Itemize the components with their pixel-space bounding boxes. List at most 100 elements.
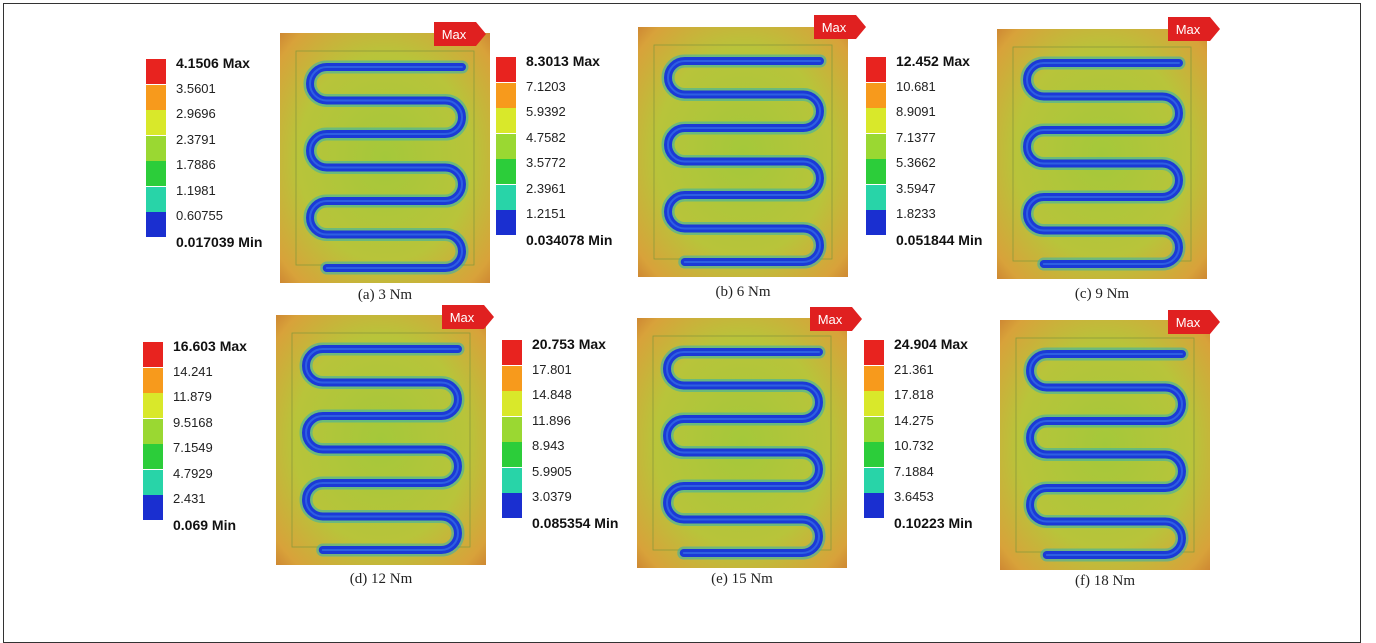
legend-level-label: 2.9696 — [176, 106, 216, 121]
max-tag-label: Max — [1176, 315, 1201, 330]
channel-core — [309, 66, 463, 269]
legend-swatch — [864, 391, 884, 416]
legend-level-label: 3.6453 — [894, 489, 934, 504]
legend-max-label: 20.753 Max — [532, 336, 606, 352]
legend-max-label: 12.452 Max — [896, 53, 970, 69]
legend-swatch — [143, 393, 163, 418]
legend-level-label: 14.275 — [894, 412, 934, 428]
legend-swatch — [496, 108, 516, 133]
legend-min-label: 0.085354 Min — [532, 514, 619, 531]
legend-level-label: 7.1549 — [173, 440, 213, 455]
legend-level-label: 3.5772 — [526, 155, 566, 170]
legend-level-label: 5.3662 — [896, 155, 936, 170]
channel-core — [666, 351, 820, 554]
legend-swatch — [146, 161, 166, 186]
legend-swatch — [864, 493, 884, 518]
legend-swatch — [496, 82, 516, 108]
max-tag-shape — [814, 15, 866, 39]
legend-level-label: 14.848 — [532, 387, 572, 402]
panel-caption: (c) 9 Nm — [1074, 286, 1130, 302]
legend-min-label: 0.034078 Min — [526, 231, 613, 248]
legend-level-label: 1.7886 — [176, 157, 216, 172]
legend-swatch — [143, 444, 163, 469]
legend-swatch — [146, 59, 166, 84]
legend-level-label: 8.943 — [532, 438, 565, 453]
legend-level-label: 4.7929 — [173, 465, 213, 481]
legend-swatch — [143, 367, 163, 393]
legend-swatch — [496, 184, 516, 210]
legend-swatch — [146, 135, 166, 161]
stress-contour-plate — [637, 318, 847, 568]
legend-level-label: 2.3961 — [526, 180, 566, 196]
legend-min-label: 0.069 Min — [173, 516, 237, 533]
max-tag-shape — [434, 22, 486, 46]
legend-max-label: 4.1506 Max — [176, 55, 250, 71]
legend-min-label: 0.10223 Min — [894, 514, 973, 531]
legend-level-label: 21.361 — [894, 361, 934, 377]
legend-level-label: 9.5168 — [173, 414, 213, 430]
max-tag-label: Max — [818, 312, 843, 327]
max-marker-tag: Max — [442, 305, 494, 329]
legend-max-label: 8.3013 Max — [526, 53, 600, 69]
legend-level-label: 4.7582 — [526, 129, 566, 145]
legend-max-label: 16.603 Max — [173, 338, 247, 354]
legend-swatch — [866, 57, 886, 82]
legend-swatch — [143, 495, 163, 520]
legend-swatch — [864, 340, 884, 365]
channel-core — [305, 348, 459, 551]
legend-swatch — [502, 340, 522, 365]
max-marker-tag: Max — [434, 22, 486, 46]
legend-level-label: 7.1377 — [896, 129, 936, 145]
legend-level-label: 1.8233 — [896, 206, 936, 221]
legend-level-label: 3.5947 — [896, 180, 936, 196]
legend-swatch — [864, 365, 884, 391]
legend-level-label: 3.0379 — [532, 489, 572, 504]
stress-contour-plate — [997, 29, 1207, 279]
legend-level-label: 2.431 — [173, 491, 206, 506]
color-scale-legend: 8.3013 Max 7.1203 5.9392 4.7582 3.5772 2.3961… — [496, 53, 636, 255]
legend-swatch — [866, 82, 886, 108]
legend-swatch — [866, 133, 886, 159]
color-scale-legend: 24.904 Max 21.361 17.818 14.275 10.732 7.1884… — [864, 336, 1004, 538]
legend-swatch — [496, 210, 516, 235]
legend-level-label: 10.681 — [896, 78, 936, 94]
legend-max-label: 24.904 Max — [894, 336, 968, 352]
legend-level-label: 7.1203 — [526, 78, 566, 94]
legend-swatch — [146, 110, 166, 135]
stress-contour-plate — [638, 27, 848, 277]
legend-swatch — [143, 469, 163, 495]
legend-level-label: 11.879 — [173, 389, 212, 404]
legend-swatch — [502, 391, 522, 416]
legend-swatch — [496, 159, 516, 184]
legend-swatch — [866, 210, 886, 235]
legend-swatch — [502, 416, 522, 442]
legend-swatch — [143, 418, 163, 444]
legend-level-label: 0.60755 — [176, 208, 223, 223]
legend-swatch — [146, 84, 166, 110]
max-tag-label: Max — [1176, 22, 1201, 37]
color-scale-legend: 4.1506 Max 3.5601 2.9696 2.3791 1.7886 1.1981… — [146, 55, 286, 257]
max-tag-label: Max — [442, 27, 467, 42]
legend-level-label: 8.9091 — [896, 104, 936, 119]
legend-level-label: 3.5601 — [176, 80, 216, 96]
legend-swatch — [864, 467, 884, 493]
legend-level-label: 2.3791 — [176, 131, 216, 147]
legend-swatch — [146, 186, 166, 212]
legend-min-label: 0.017039 Min — [176, 233, 263, 250]
max-tag-shape — [1168, 310, 1220, 334]
legend-swatch — [502, 493, 522, 518]
legend-swatch — [496, 133, 516, 159]
stress-contour-plate — [276, 315, 486, 565]
panel-caption: (a) 3 Nm — [357, 287, 413, 303]
legend-swatch — [864, 416, 884, 442]
legend-min-label: 0.051844 Min — [896, 231, 983, 248]
legend-swatch — [866, 159, 886, 184]
max-tag-shape — [810, 307, 862, 331]
stress-contour-plate — [280, 33, 490, 283]
panel-caption: (e) 15 Nm — [711, 571, 773, 587]
max-marker-tag: Max — [814, 15, 866, 39]
stress-contour-plate — [1000, 320, 1210, 570]
max-tag-shape — [442, 305, 494, 329]
legend-swatch — [502, 365, 522, 391]
max-tag-shape — [1168, 17, 1220, 41]
